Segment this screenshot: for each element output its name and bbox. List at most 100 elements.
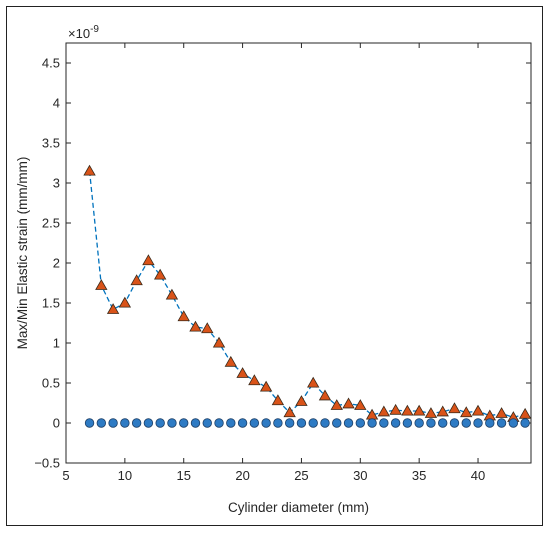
data-point-triangle bbox=[165, 288, 179, 300]
data-point-triangle bbox=[471, 404, 485, 416]
series-2 bbox=[84, 418, 530, 428]
data-point-circle bbox=[367, 418, 377, 428]
data-point-circle bbox=[202, 418, 212, 428]
data-point-triangle bbox=[412, 404, 426, 416]
data-point-circle bbox=[179, 418, 189, 428]
data-point-triangle bbox=[495, 407, 508, 418]
data-point-triangle bbox=[212, 336, 226, 348]
y-axis-label: Max/Min Elastic strain (mm/mm) bbox=[15, 157, 30, 350]
data-point-circle bbox=[485, 418, 495, 428]
data-point-circle bbox=[167, 418, 177, 428]
data-point-circle bbox=[190, 418, 201, 428]
data-point-circle bbox=[355, 418, 366, 428]
series-layer bbox=[83, 164, 532, 428]
y-tick-label: 2 bbox=[53, 256, 60, 271]
data-point-triangle bbox=[342, 397, 355, 409]
x-axis-ticks: 5 10 15 20 25 30 35 40 bbox=[62, 43, 485, 483]
y-tick-label: 1 bbox=[53, 336, 60, 351]
axes bbox=[65, 42, 532, 464]
data-point-triangle bbox=[401, 404, 414, 416]
data-point-triangle bbox=[318, 389, 332, 401]
data-point-circle bbox=[390, 418, 401, 428]
x-tick-label: 20 bbox=[235, 468, 249, 483]
data-point-circle bbox=[438, 418, 448, 428]
data-point-triangle bbox=[130, 274, 143, 286]
data-point-circle bbox=[449, 418, 460, 428]
x-tick-label: 5 bbox=[62, 468, 69, 483]
plot-area bbox=[65, 42, 532, 464]
data-point-circle bbox=[96, 418, 107, 428]
data-point-circle bbox=[237, 418, 248, 428]
data-point-circle bbox=[108, 418, 118, 428]
data-point-circle bbox=[131, 418, 142, 428]
x-tick-label: 10 bbox=[118, 468, 132, 483]
data-point-circle bbox=[343, 418, 354, 428]
data-point-circle bbox=[508, 418, 519, 428]
x-tick-label: 35 bbox=[412, 468, 426, 483]
y-tick-label: −0.5 bbox=[34, 456, 60, 471]
data-point-circle bbox=[402, 418, 413, 428]
data-point-triangle bbox=[271, 394, 285, 406]
data-point-circle bbox=[261, 418, 271, 428]
data-point-circle bbox=[143, 418, 154, 428]
y-tick-label: 0.5 bbox=[42, 376, 60, 391]
data-point-triangle bbox=[177, 310, 190, 322]
data-point-circle bbox=[332, 418, 342, 428]
data-point-circle bbox=[520, 418, 530, 428]
y-tick-label: 2.5 bbox=[42, 216, 60, 231]
data-point-circle bbox=[461, 418, 471, 428]
data-point-triangle bbox=[95, 279, 108, 290]
x-axis-label: Cylinder diameter (mm) bbox=[228, 500, 369, 515]
data-point-circle bbox=[296, 418, 307, 428]
data-point-triangle bbox=[448, 402, 461, 414]
data-point-circle bbox=[214, 418, 224, 428]
x-tick-label: 15 bbox=[176, 468, 190, 483]
data-point-triangle bbox=[106, 303, 120, 314]
x-tick-label: 40 bbox=[471, 468, 485, 483]
data-point-triangle bbox=[460, 406, 473, 418]
data-point-circle bbox=[249, 418, 260, 428]
data-point-triangle bbox=[354, 399, 367, 410]
x-tick-label: 25 bbox=[294, 468, 308, 483]
data-point-triangle bbox=[307, 376, 320, 388]
data-point-triangle bbox=[118, 296, 132, 308]
data-point-triangle bbox=[201, 322, 214, 334]
data-point-triangle bbox=[83, 164, 96, 176]
data-point-triangle bbox=[248, 374, 261, 386]
y-tick-label: 3 bbox=[53, 176, 60, 191]
data-point-triangle bbox=[142, 254, 155, 266]
data-point-triangle bbox=[236, 367, 249, 378]
data-point-circle bbox=[320, 418, 330, 428]
data-point-circle bbox=[226, 418, 236, 428]
data-point-triangle bbox=[224, 355, 237, 367]
data-point-circle bbox=[379, 418, 389, 428]
data-point-triangle bbox=[518, 407, 532, 419]
x-tick-label: 30 bbox=[353, 468, 367, 483]
data-point-triangle bbox=[259, 380, 273, 392]
y-tick-label: 1.5 bbox=[42, 296, 60, 311]
data-point-circle bbox=[273, 418, 283, 428]
data-point-triangle bbox=[330, 399, 343, 410]
data-point-triangle bbox=[189, 320, 202, 332]
y-tick-label: 4 bbox=[53, 96, 60, 111]
y-axis-exponent: ×10-9 bbox=[68, 24, 99, 41]
data-point-circle bbox=[473, 418, 483, 428]
series-line bbox=[88, 170, 526, 419]
data-point-circle bbox=[414, 418, 424, 428]
data-point-circle bbox=[496, 418, 507, 428]
data-point-triangle bbox=[283, 406, 296, 418]
data-point-circle bbox=[84, 418, 95, 428]
y-tick-label: 4.5 bbox=[42, 56, 60, 71]
y-tick-label: 3.5 bbox=[42, 136, 60, 151]
data-point-triangle bbox=[389, 403, 402, 415]
data-point-triangle bbox=[424, 407, 438, 418]
figure-frame bbox=[6, 6, 543, 526]
series-1 bbox=[83, 164, 532, 422]
data-point-circle bbox=[155, 418, 165, 428]
data-point-triangle bbox=[295, 395, 308, 406]
data-point-circle bbox=[284, 418, 295, 428]
data-point-circle bbox=[426, 418, 436, 428]
data-point-triangle bbox=[377, 405, 391, 417]
y-tick-label: 0 bbox=[53, 416, 60, 431]
